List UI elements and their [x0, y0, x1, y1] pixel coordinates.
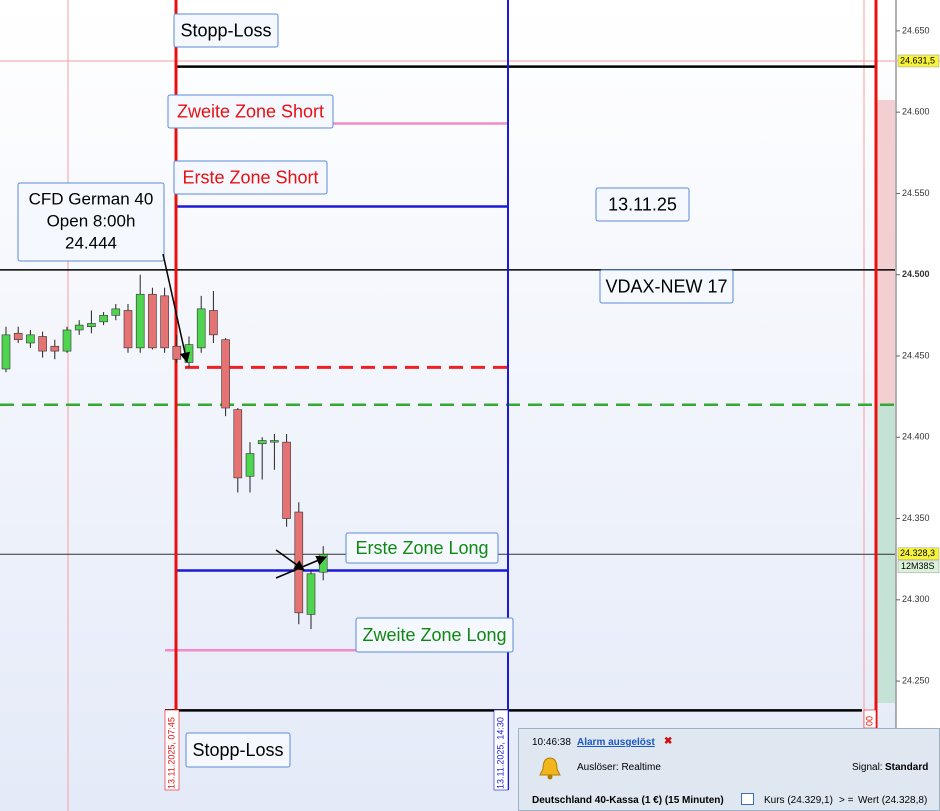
- y-tick-label: 24.300: [902, 594, 930, 604]
- candle-body: [135, 293, 145, 349]
- y-tick-label: 24.250: [902, 675, 930, 685]
- y-tick-label: 24.500: [902, 269, 930, 279]
- y-tick-label: 24.600: [902, 107, 930, 117]
- time-marker-label: 13.11.2025, 07:45: [166, 717, 176, 789]
- candle-body: [318, 554, 328, 573]
- annotation-text: Stopp-Loss: [192, 740, 283, 760]
- candle-body: [221, 339, 230, 409]
- annotation-text: Zweite Zone Long: [362, 625, 506, 645]
- y-tick-label: 24.350: [902, 513, 930, 523]
- annotation-box: [167, 94, 334, 129]
- y-tick-label: 24.450: [902, 350, 930, 360]
- annotation-box: [173, 13, 279, 48]
- alert-signal-label: Signal:: [852, 762, 883, 773]
- arrow: [275, 549, 305, 571]
- annotation-box: [355, 617, 514, 653]
- candle-body: [270, 440, 279, 443]
- price-tag-label: 24.328,3: [900, 548, 935, 558]
- alert-time: 10:46:38: [532, 737, 571, 748]
- annotation-text: Stopp-Loss: [180, 20, 271, 40]
- annotation-text: 24.444: [65, 233, 117, 252]
- candle-body: [62, 329, 72, 352]
- price-tag: [897, 54, 940, 68]
- annotation-text: CFD German 40: [29, 189, 154, 208]
- alert-instrument: Deutschland 40-Kassa (1 €) (15 Minuten): [532, 795, 724, 806]
- time-marker-label: 00: [864, 716, 874, 726]
- candle-body: [294, 511, 304, 614]
- time-marker-label: 13.11.2025, 14:30: [495, 717, 505, 789]
- alert-trigger: Auslöser: Realtime: [577, 762, 661, 773]
- annotation-box: [173, 160, 328, 195]
- y-tick-label: 24.550: [902, 188, 930, 198]
- candle-body: [38, 336, 47, 352]
- annotation-text: Zweite Zone Short: [177, 101, 324, 121]
- axis-background: [896, 0, 940, 811]
- candle-body: [245, 453, 255, 477]
- chart-icon[interactable]: [741, 793, 754, 805]
- candle-body: [209, 310, 218, 336]
- zone-band-short: [876, 100, 895, 405]
- close-icon[interactable]: ✖: [664, 736, 673, 747]
- annotation-box: [17, 182, 165, 262]
- candle-body: [26, 334, 35, 344]
- price-tag-label: 24.631,5: [900, 55, 935, 65]
- alert-signal: Standard: [885, 762, 929, 773]
- alert-price: Kurs (24.329,1): [764, 795, 833, 806]
- bell-icon: [539, 757, 561, 780]
- y-tick-label: 24.400: [902, 432, 930, 442]
- annotation-text: VDAX-NEW 17: [605, 276, 727, 296]
- candle-body: [257, 440, 267, 445]
- annotation-text: 13.11.25: [608, 194, 677, 214]
- price-tag: [897, 547, 940, 561]
- candle-body: [87, 323, 96, 328]
- time-tag: [164, 709, 180, 791]
- candle-body: [233, 409, 243, 479]
- candle-body: [306, 573, 316, 615]
- annotation-text: Erste Zone Long: [355, 538, 488, 558]
- alert-popup: 10:46:38 Alarm ausgelöst ✖ Auslöser: Rea…: [518, 728, 940, 811]
- annotation-box: [185, 732, 291, 768]
- candle-body: [50, 345, 60, 352]
- timer-tag: [897, 560, 940, 574]
- arrow: [275, 555, 327, 579]
- candle-body: [160, 295, 169, 349]
- annotation-box: [599, 269, 734, 304]
- annotation-box: [345, 532, 499, 564]
- arrow: [162, 253, 191, 364]
- candle-body: [282, 441, 291, 519]
- alert-operator: > =: [839, 795, 854, 806]
- candle-body: [1, 334, 11, 370]
- candle-body: [148, 293, 157, 349]
- timer-label: 12M38S: [901, 561, 935, 571]
- annotation-text: Open 8:00h: [47, 211, 136, 230]
- candle-body: [172, 345, 182, 360]
- candle-body: [123, 310, 133, 349]
- candle-body: [13, 332, 23, 341]
- candle-body: [111, 308, 121, 316]
- annotation-text: Erste Zone Short: [182, 167, 318, 187]
- candle-body: [196, 308, 206, 349]
- y-tick-label: 24.650: [902, 25, 930, 35]
- candle-body: [74, 324, 84, 331]
- candle-body: [99, 315, 108, 323]
- time-tag: [493, 709, 509, 791]
- alert-value: Wert (24.328,8): [858, 795, 928, 806]
- alert-title[interactable]: Alarm ausgelöst: [577, 737, 655, 748]
- annotation-box: [595, 187, 690, 222]
